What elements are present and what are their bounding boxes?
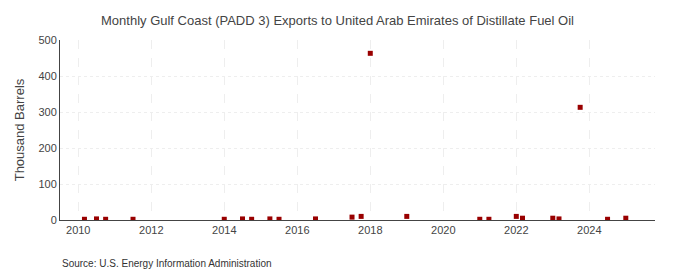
svg-text:2016: 2016 — [285, 224, 309, 236]
svg-text:2012: 2012 — [139, 224, 163, 236]
svg-text:2020: 2020 — [431, 224, 455, 236]
svg-text:2024: 2024 — [577, 224, 601, 236]
svg-text:0: 0 — [51, 214, 57, 226]
svg-text:2014: 2014 — [212, 224, 236, 236]
svg-text:200: 200 — [38, 142, 56, 154]
svg-text:2022: 2022 — [504, 224, 528, 236]
svg-text:100: 100 — [38, 178, 56, 190]
svg-text:Source: U.S. Energy Informatio: Source: U.S. Energy Information Administ… — [62, 258, 272, 269]
svg-text:2018: 2018 — [358, 224, 382, 236]
svg-text:Thousand Barrels: Thousand Barrels — [12, 78, 27, 181]
svg-text:2010: 2010 — [66, 224, 90, 236]
svg-text:500: 500 — [38, 34, 56, 46]
svg-text:400: 400 — [38, 70, 56, 82]
svg-text:300: 300 — [38, 106, 56, 118]
svg-text:Monthly Gulf Coast (PADD 3) Ex: Monthly Gulf Coast (PADD 3) Exports to U… — [101, 13, 574, 28]
